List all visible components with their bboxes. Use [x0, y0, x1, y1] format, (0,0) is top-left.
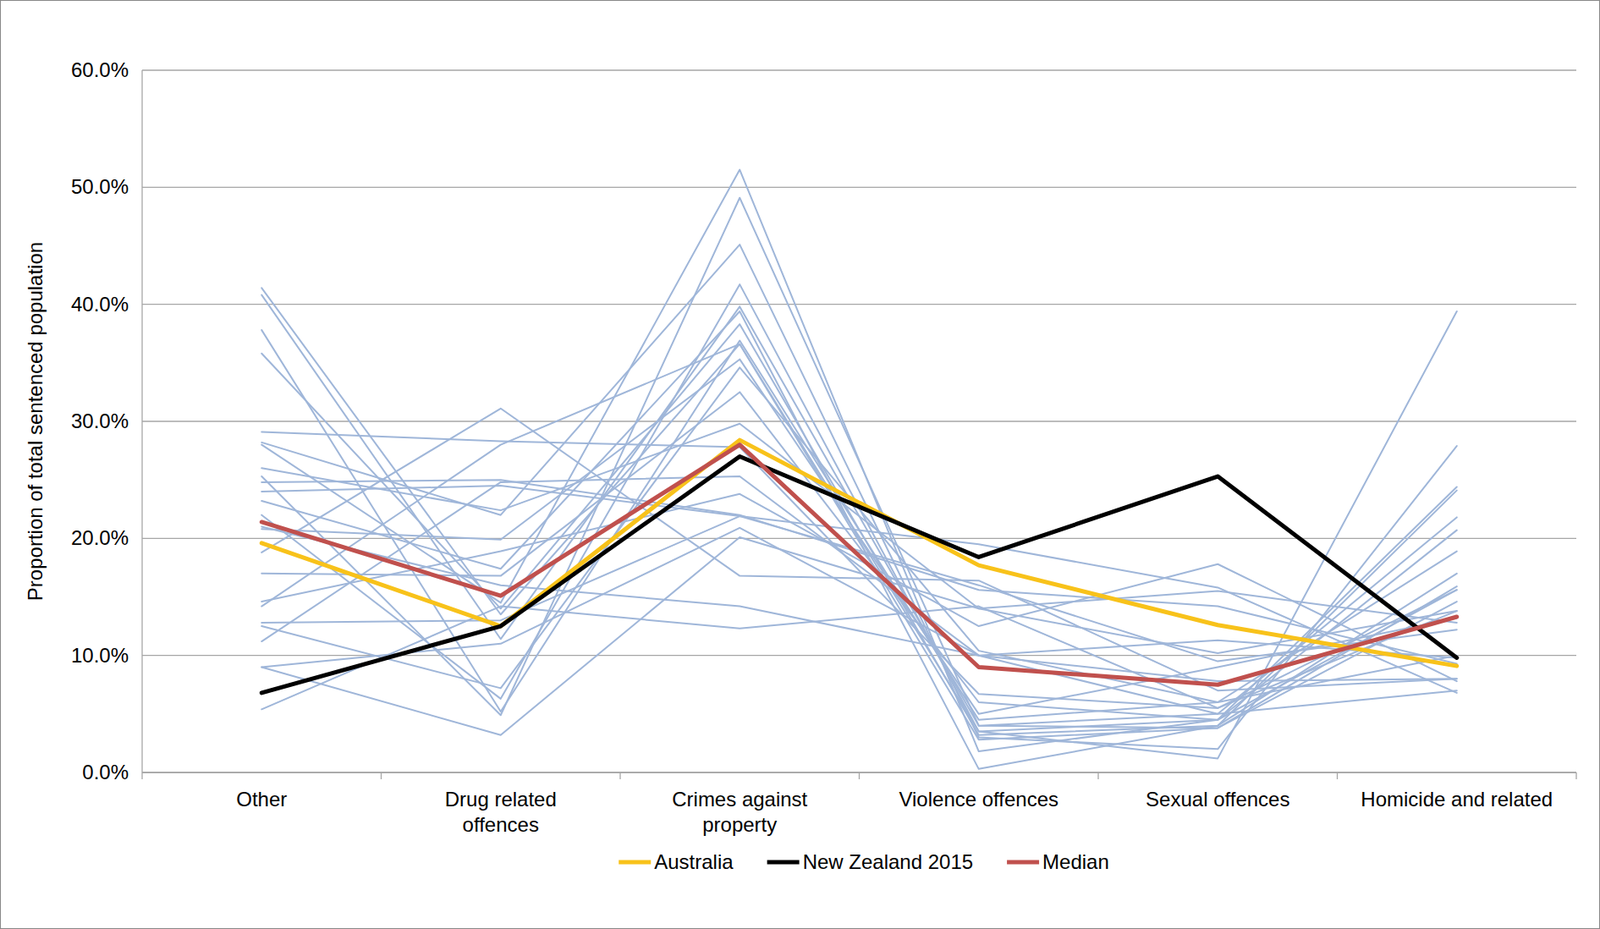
country-line — [261, 391, 1458, 720]
grid-line — [142, 420, 1577, 422]
y-tick-label: 60.0% — [71, 58, 129, 82]
plot-area — [261, 170, 1458, 770]
x-tick-label: Drug relatedoffences — [445, 787, 557, 836]
x-tick — [1336, 772, 1338, 780]
frame — [0, 0, 1600, 929]
grid-line — [142, 303, 1577, 305]
country-line — [261, 408, 1458, 691]
series-line — [261, 456, 1458, 693]
label-line: offences — [462, 813, 539, 836]
x-tick — [1575, 772, 1577, 780]
country-line — [261, 344, 1458, 741]
x-tick-label: Crimes againstproperty — [671, 787, 808, 836]
y-tick-label: 20.0% — [71, 526, 129, 550]
label-line: Crimes against — [671, 787, 808, 811]
x-tick — [380, 772, 382, 780]
country-line — [261, 606, 1458, 710]
legend-swatch — [1006, 860, 1040, 865]
y-tick-label: 0.0% — [82, 760, 129, 784]
country-line — [261, 359, 1458, 715]
y-tick-label: 10.0% — [71, 643, 129, 667]
x-tick-label: Other — [236, 787, 287, 811]
country-line — [261, 367, 1458, 703]
y-tick-label: 30.0% — [71, 409, 129, 433]
x-tick — [1097, 772, 1099, 780]
country-line — [261, 295, 1458, 726]
y-tick-label: 40.0% — [71, 292, 129, 316]
country-line — [261, 329, 1458, 721]
x-tick-label: Violence offences — [898, 787, 1059, 811]
x-tick-label: Sexual offences — [1145, 787, 1290, 811]
y-axis — [141, 70, 143, 773]
x-tick-label: Homicide and related — [1360, 787, 1553, 811]
country-line — [261, 170, 1458, 753]
series-line — [261, 439, 1458, 666]
country-line — [261, 284, 1458, 759]
label-line: Drug related — [445, 787, 557, 811]
legend-swatch — [618, 860, 651, 865]
y-axis-label: Proportion of total sentenced population — [23, 241, 47, 601]
y-tick-label: 50.0% — [71, 175, 129, 198]
chart: 0.0% 10.0% 20.0% 30.0% 40.0% 50.0% 60.0% Other D… — [0, 0, 1600, 929]
country-line — [261, 197, 1458, 729]
grid-line — [142, 186, 1577, 188]
legend-label: Median — [1042, 850, 1110, 874]
country-line — [261, 311, 1458, 770]
x-tick — [141, 772, 143, 780]
series-line — [261, 445, 1458, 686]
legend: Australia New Zealand 2015 Median — [618, 850, 1110, 874]
grid-line — [142, 654, 1577, 656]
country-line — [261, 287, 1458, 732]
legend-label: Australia — [654, 850, 734, 874]
x-tick — [858, 772, 860, 780]
label-line: property — [702, 813, 777, 836]
legend-label: New Zealand 2015 — [802, 850, 974, 874]
x-tick — [619, 772, 621, 780]
legend-swatch — [767, 860, 800, 865]
grid-line — [142, 69, 1577, 71]
